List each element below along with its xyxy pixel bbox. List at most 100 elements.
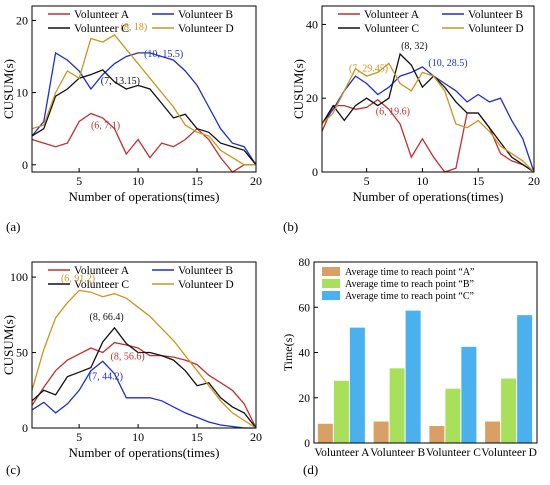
series-line-b [31, 360, 256, 429]
data-annotation: (8, 66.4) [90, 312, 124, 323]
chart-panel-c: 5 10 15 20 0 50 100 Number of operations(times)… [1, 261, 262, 477]
bar [517, 315, 533, 443]
chart-panel-a: 5 10 15 20 0 10 20 Number of operations(times) C… [1, 5, 262, 234]
x-tick-label: 20 [250, 174, 262, 188]
legend-label: Volunteer C [74, 23, 129, 35]
y-axis-label: CUSUM(s) [1, 59, 16, 119]
panel-label: (c) [6, 462, 20, 477]
y-tick-label: 20 [16, 13, 28, 27]
legend-swatch [322, 267, 340, 276]
legend-label: Volunteer A [74, 265, 130, 277]
y-tick-label: 80 [299, 257, 311, 269]
series-line-b [321, 66, 535, 173]
legend-label: Average time to reach point “A” [345, 267, 474, 278]
y-tick-label: 40 [306, 17, 318, 31]
bar [445, 388, 461, 443]
x-axis-label: Number of operations(times) [353, 189, 504, 204]
series-line-a [31, 112, 256, 173]
x-tick-label: 15 [191, 430, 203, 444]
bar [373, 421, 389, 443]
data-annotation: (6, 91.2) [61, 273, 95, 284]
data-annotation: (8, 18) [121, 22, 148, 33]
x-tick-label: 5 [76, 430, 82, 444]
y-axis-label: CUSUM(s) [1, 315, 16, 375]
legend-swatch [322, 291, 340, 300]
legend-label: Volunteer C [74, 279, 129, 291]
legend-label: Volunteer A [74, 9, 130, 21]
panel-label: (b) [283, 219, 298, 234]
series-line-d [321, 62, 535, 173]
x-tick-label: 5 [364, 174, 370, 188]
legend-label: Volunteer D [178, 279, 234, 291]
panel-label: (d) [303, 462, 318, 477]
y-tick-label: 40 [299, 348, 311, 360]
plot-frame [31, 261, 257, 429]
x-tick-label: 15 [191, 174, 203, 188]
x-tick-label: Volunteer A [314, 447, 370, 459]
data-annotation: (8, 56.6) [111, 352, 145, 363]
series-line-a [321, 98, 535, 173]
x-tick-label: 20 [250, 430, 262, 444]
plot-frame [321, 5, 535, 173]
series-line-c [31, 69, 257, 166]
bar [405, 310, 421, 443]
y-tick-label: 50 [16, 346, 28, 360]
legend-label: Volunteer C [364, 23, 419, 35]
y-tick-label: 10 [16, 86, 28, 100]
bar [429, 426, 445, 443]
x-axis-label: Number of operations(times) [69, 189, 220, 204]
legend-label: Volunteer D [178, 23, 234, 35]
y-tick-label: 100 [10, 270, 28, 284]
chart-panel-b: 5 10 15 20 0 20 40 Number of operations(times) C… [283, 5, 540, 234]
y-tick-label: 0 [312, 165, 318, 179]
legend-label: Volunteer D [468, 23, 524, 35]
bar [461, 346, 477, 443]
series-line-a [31, 341, 257, 429]
data-annotation: (7, 44.2) [89, 371, 123, 382]
bar [389, 368, 405, 443]
x-tick-label: 10 [132, 430, 144, 444]
bar [317, 423, 333, 443]
data-annotation: (6, 19.6) [376, 107, 410, 118]
bar [485, 421, 501, 443]
y-axis-label: CUSUM(s) [291, 59, 306, 119]
y-axis-label: Time(s) [281, 334, 295, 372]
x-tick-label: 20 [528, 174, 540, 188]
legend-label: Volunteer B [468, 9, 523, 21]
series-line-d [31, 289, 257, 429]
y-tick-label: 0 [22, 158, 28, 172]
plot-frame [31, 5, 257, 173]
bar [349, 327, 365, 443]
y-tick-label: 20 [299, 393, 311, 405]
legend-swatch [322, 279, 340, 288]
data-annotation: (6, 7.1) [91, 121, 120, 132]
legend-label: Average time to reach point “B” [345, 279, 474, 290]
legend-label: Volunteer A [364, 9, 420, 21]
y-tick-label: 0 [22, 421, 28, 435]
series-line-b [31, 51, 257, 166]
x-tick-label: 10 [416, 174, 428, 188]
x-tick-label: Volunteer C [426, 447, 481, 459]
chart-panel-d: Volunteer A Volunteer B Volunteer C Volunte… [281, 257, 538, 477]
y-tick-label: 0 [304, 438, 310, 450]
y-tick-label: 20 [306, 91, 318, 105]
data-annotation: (10, 15.5) [144, 49, 183, 60]
series-line-c [321, 52, 535, 173]
legend-label: Volunteer B [178, 9, 233, 21]
series-line-c [31, 326, 257, 429]
data-annotation: (7, 29.45) [349, 63, 388, 74]
x-tick-label: 15 [472, 174, 484, 188]
x-axis-label: Number of operations(times) [69, 445, 220, 460]
x-tick-label: 10 [132, 174, 144, 188]
bar [333, 380, 349, 443]
x-tick-label: Volunteer B [370, 447, 425, 459]
legend-label: Average time to reach point “C” [345, 291, 474, 302]
y-tick-label: 60 [299, 302, 311, 314]
panel-label: (a) [6, 219, 20, 234]
data-annotation: (8, 32) [401, 41, 428, 52]
bar [501, 378, 517, 443]
x-tick-label: 5 [76, 174, 82, 188]
legend-label: Volunteer B [178, 265, 233, 277]
data-annotation: (10, 28.5) [428, 58, 467, 69]
